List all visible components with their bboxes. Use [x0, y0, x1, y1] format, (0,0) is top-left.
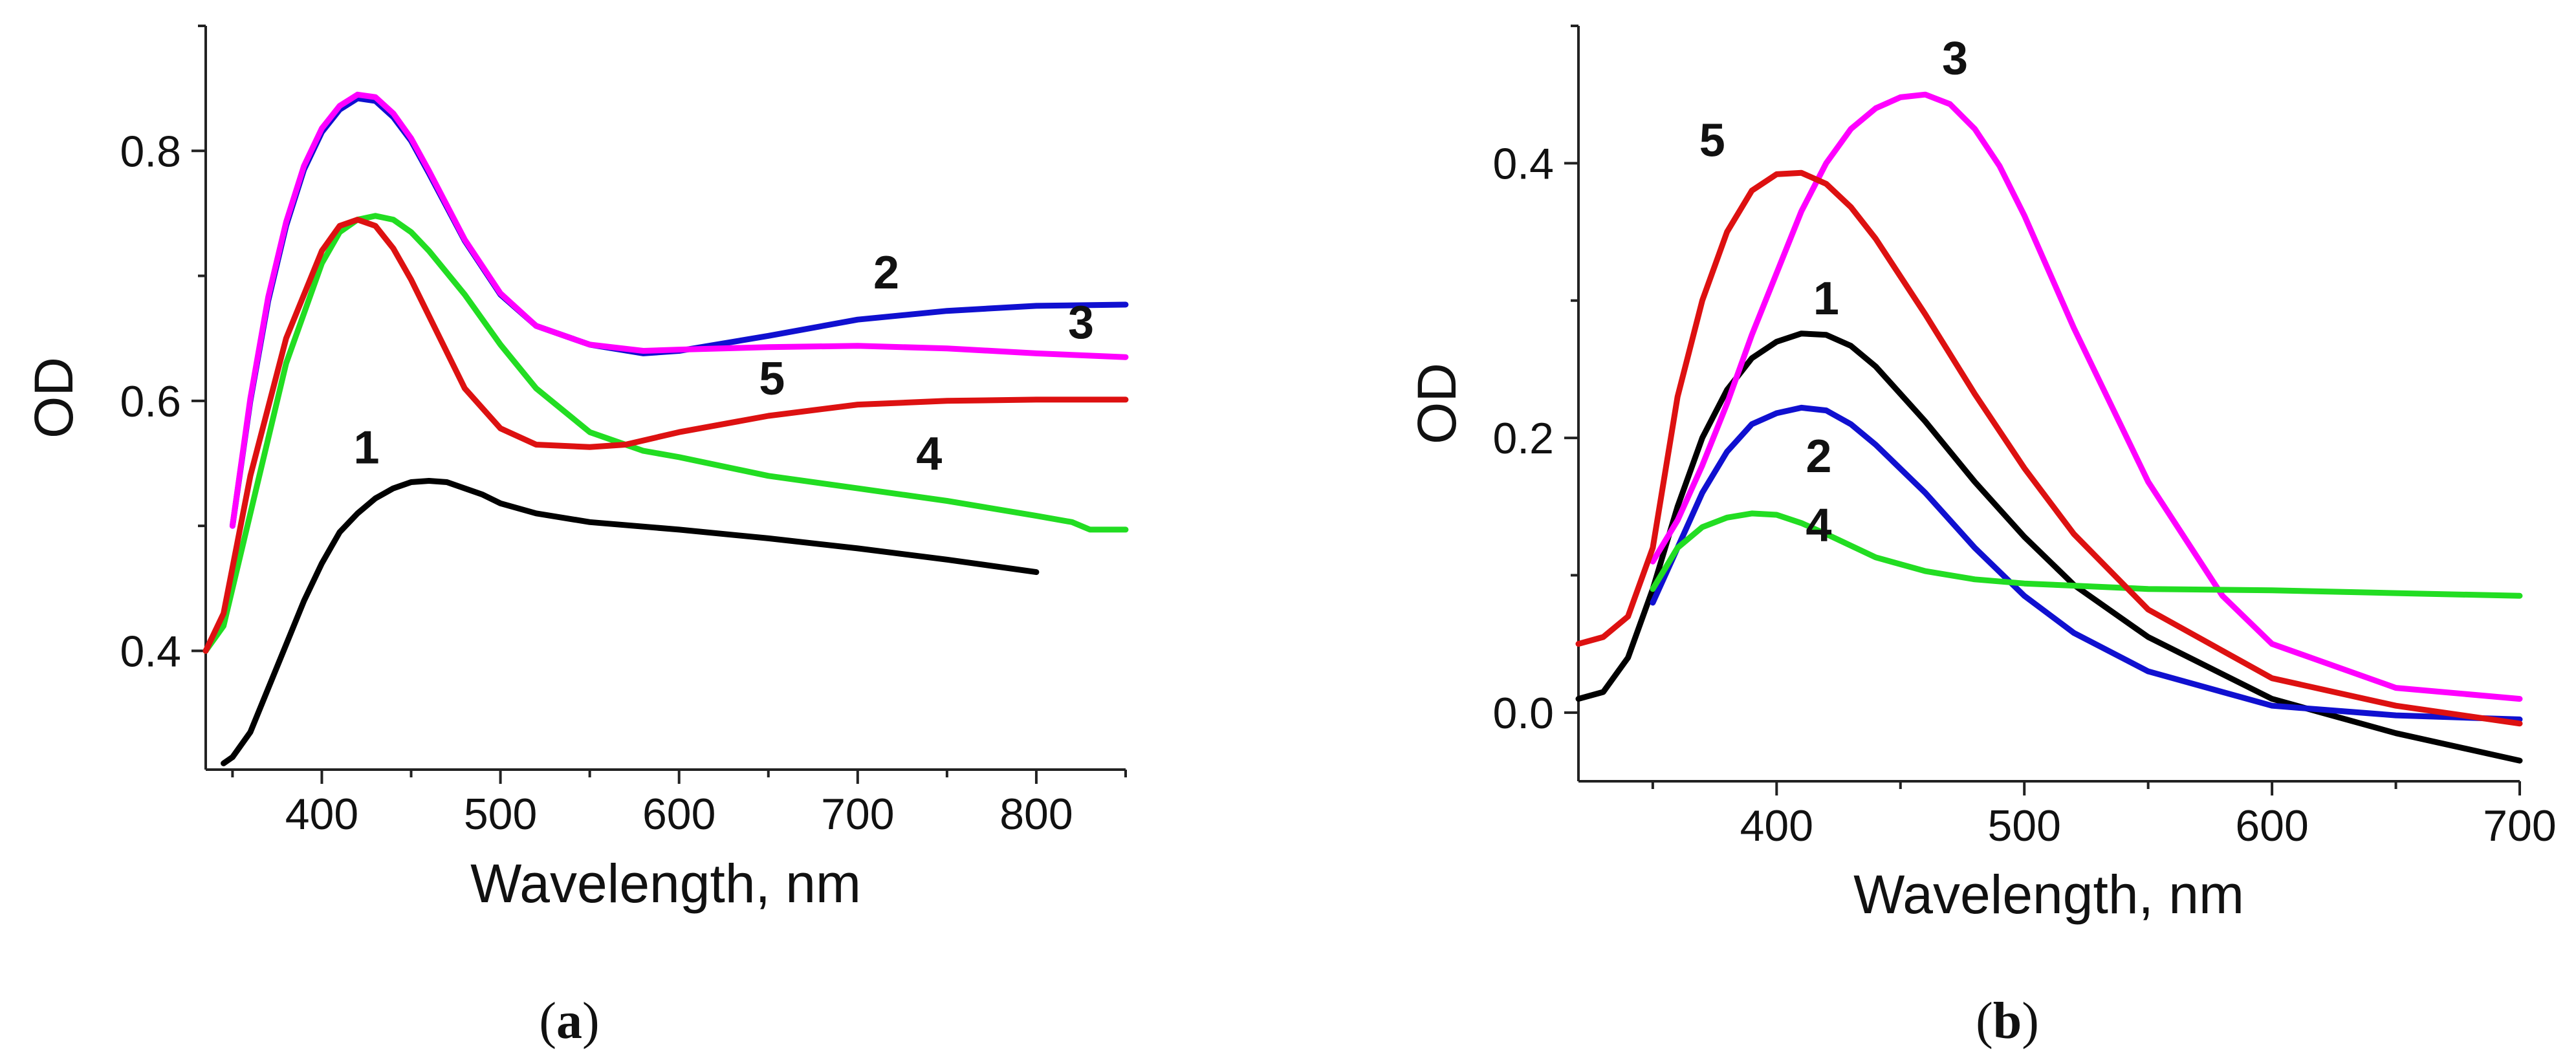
panel-a-x-axis-title: Wavelength, nm [470, 853, 861, 914]
panel-b-x-tick-label: 400 [1740, 801, 1813, 850]
panel-a-x-tick-label: 500 [464, 790, 537, 839]
panel-b-x-axis-title: Wavelength, nm [1853, 864, 2244, 925]
panel-a-x-tick-label: 700 [821, 790, 894, 839]
panel-a-letter: a [556, 993, 582, 1050]
panel-b-series-5-label: 5 [1699, 115, 1725, 167]
panel-b-letter: b [1993, 993, 2022, 1050]
panel-a-series-2-label: 2 [873, 247, 899, 299]
panel-b: 400 500 600 700 0.0 0.2 0.4 Wavelength, nm OD 1 2 3… [1406, 25, 2557, 1050]
panel-b-y-tick-label: 0.0 [1492, 689, 1554, 738]
panel-a-x-tick-label: 800 [999, 790, 1073, 839]
panel-b-y-tick-label: 0.4 [1492, 139, 1554, 188]
panel-a-y-tick-label: 0.6 [120, 377, 181, 426]
panel-a-x-tick-label: 600 [642, 790, 715, 839]
panel-b-x-tick-label: 500 [1987, 801, 2060, 850]
panel-b-y-axis-title: OD [1406, 363, 1467, 444]
panel-b-series-4-label: 4 [1806, 499, 1831, 551]
panel-b-y-tick-label: 0.2 [1492, 414, 1554, 463]
panel-a-series-5-label: 5 [759, 353, 785, 405]
panel-a-label: (a) [539, 993, 599, 1050]
panel-b-series-1-label: 1 [1813, 273, 1839, 325]
panel-b-series-1-line [1575, 330, 2523, 764]
panel-a-y-axis-title: OD [23, 357, 84, 438]
panel-b-series-2-line [1650, 404, 2523, 722]
panel-b-series-3-label: 3 [1942, 32, 1968, 84]
panel-a-series-3-label: 3 [1068, 297, 1094, 349]
panel-a: 400 500 600 700 800 0.4 0.6 0.8 Wavelength, nm OD… [23, 25, 1129, 1050]
panel-a-series-1-label: 1 [353, 422, 379, 473]
panel-a-series-1-line [221, 478, 1040, 766]
panel-a-series-4-label: 4 [916, 428, 942, 480]
panel-b-series-3-line [1650, 91, 2523, 702]
panel-a-series-3-line [229, 91, 1129, 529]
panel-b-x-tick-label: 700 [2483, 801, 2556, 850]
panel-b-series-5-line [1575, 169, 2523, 727]
panel-a-x-tick-label: 400 [285, 790, 358, 839]
panel-a-series-4-line [202, 213, 1129, 654]
panel-a-y-tick-label: 0.8 [120, 127, 181, 176]
panel-a-y-tick-label: 0.4 [120, 627, 181, 676]
panel-b-x-tick-label: 600 [2235, 801, 2308, 850]
panel-b-label: (b) [1976, 993, 2039, 1050]
panel-b-series-2-label: 2 [1806, 431, 1831, 482]
panel-a-series-5-line [202, 217, 1129, 654]
panel-b-series-4-line [1650, 510, 2523, 599]
